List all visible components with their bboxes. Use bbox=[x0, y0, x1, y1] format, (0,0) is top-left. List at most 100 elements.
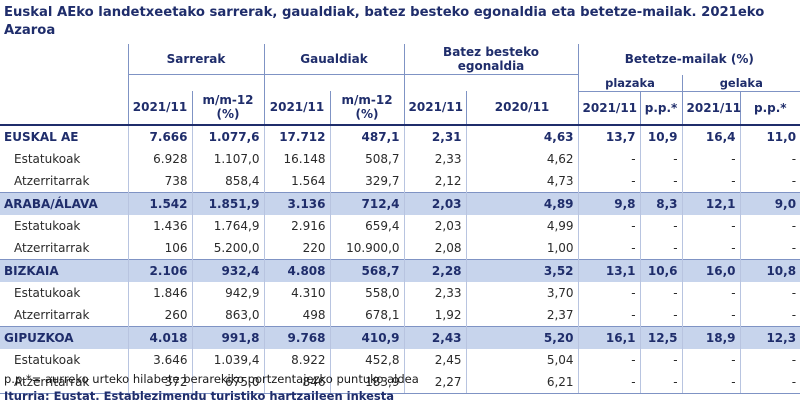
cell-ge-pp: - bbox=[739, 370, 800, 394]
cell-eg20: 6,21 bbox=[465, 370, 579, 394]
cell-pl-pp: - bbox=[639, 147, 683, 170]
cell-eg21: 2,43 bbox=[403, 325, 467, 349]
row-label: Estatukoak bbox=[14, 151, 81, 166]
cell-pl21: 16,1 bbox=[577, 325, 641, 349]
cell-eg20: 4,62 bbox=[465, 147, 579, 170]
table-row-origin: Estatukoak 6.928 1.107,0 16.148 508,7 2,33 4,6… bbox=[0, 147, 800, 170]
cell-gau: 16.148 bbox=[263, 147, 330, 170]
cell-pl21: - bbox=[577, 147, 641, 170]
cell-ge-pp: - bbox=[739, 236, 800, 259]
cell-gau: 9.768 bbox=[263, 325, 330, 349]
cell-pl21: - bbox=[577, 303, 641, 326]
col-gelaka-pp: p.p.* bbox=[739, 91, 800, 126]
cell-gau-pct: 410,9 bbox=[329, 325, 405, 349]
cell-ge21: - bbox=[681, 214, 741, 237]
cell-eg21: 2,33 bbox=[403, 147, 467, 170]
col-gaualdiak-mm12: m/m-12 (%) bbox=[329, 91, 405, 126]
cell-ge21: - bbox=[681, 281, 741, 304]
cell-sar: 106 bbox=[127, 236, 192, 259]
cell-ge21: - bbox=[681, 370, 741, 394]
row-label: GIPUZKOA bbox=[0, 325, 128, 349]
cell-gau-pct: 487,1 bbox=[329, 124, 405, 148]
cell-eg20: 2,37 bbox=[465, 303, 579, 326]
cell-sar-pct: 858,4 bbox=[191, 169, 264, 192]
cell-sar-pct: 991,8 bbox=[191, 325, 264, 349]
cell-eg21: 2,33 bbox=[403, 281, 467, 304]
row-label: EUSKAL AE bbox=[4, 129, 79, 144]
row-label: Estatukoak bbox=[14, 218, 81, 233]
source-note: Iturria: Eustat. Establezimendu turistik… bbox=[4, 389, 395, 403]
cell-gau-pct: 659,4 bbox=[329, 214, 405, 237]
cell-pl-pp: 10,9 bbox=[639, 124, 683, 148]
table-row-origin: Atzerritarrak 106 5.200,0 220 10.900,0 2,08 1,… bbox=[0, 236, 800, 259]
cell-gau: 846 bbox=[263, 370, 330, 394]
cell-sar: 738 bbox=[127, 169, 192, 192]
cell-pl21: - bbox=[577, 348, 641, 371]
cell-ge-pp: - bbox=[739, 147, 800, 170]
cell-pl21: - bbox=[577, 214, 641, 237]
cell-ge-pp: - bbox=[739, 281, 800, 304]
cell-ge-pp: - bbox=[739, 348, 800, 371]
corner-cell bbox=[0, 74, 128, 91]
cell-eg20: 5,04 bbox=[465, 348, 579, 371]
table-row-origin: Estatukoak 3.646 1.039,4 8.922 452,8 2,45 5,04… bbox=[0, 348, 800, 371]
cell-ge21: 18,9 bbox=[681, 325, 741, 349]
cell-sar: 372 bbox=[127, 370, 192, 394]
table-row-region: ARABA/ÁLAVA 1.542 1.851,9 3.136 712,4 2,03 4,8… bbox=[0, 191, 800, 215]
cell-pl21: 13,1 bbox=[577, 258, 641, 282]
cell-eg20: 3,70 bbox=[465, 281, 579, 304]
cell-eg21: 2,08 bbox=[403, 236, 467, 259]
cell-gau: 498 bbox=[263, 303, 330, 326]
cell-ge21: 16,0 bbox=[681, 258, 741, 282]
table-row-region: GIPUZKOA 4.018 991,8 9.768 410,9 2,43 5,20 16,1… bbox=[0, 325, 800, 349]
col-egonaldia-2020: 2020/11 bbox=[465, 91, 579, 126]
cell-sar: 4.018 bbox=[127, 325, 192, 349]
col-gaualdiak-2021: 2021/11 bbox=[263, 91, 330, 126]
table-row-origin: Atzerritarrak 260 863,0 498 678,1 1,92 2,37- - -… bbox=[0, 303, 800, 326]
header-egonaldia: Batez besteko egonaldia bbox=[403, 44, 579, 75]
cell-ge-pp: - bbox=[739, 169, 800, 192]
cell-sar: 1.846 bbox=[127, 281, 192, 304]
cell-eg21: 2,03 bbox=[403, 191, 467, 215]
cell-gau: 17.712 bbox=[263, 124, 330, 148]
row-label: BIZKAIA bbox=[0, 258, 128, 282]
row-label: Atzerritarrak bbox=[0, 370, 128, 394]
cell-pl21: 13,7 bbox=[577, 124, 641, 148]
row-label: Estatukoak bbox=[14, 285, 81, 300]
cell-pl21: - bbox=[577, 370, 641, 394]
header-gelaka: gelaka bbox=[681, 74, 800, 92]
cell-sar: 2.106 bbox=[127, 258, 192, 282]
cell-ge21: 16,4 bbox=[681, 124, 741, 148]
cell-ge-pp: 10,8 bbox=[739, 258, 800, 282]
cell-gau-pct: 329,7 bbox=[329, 169, 405, 192]
header-plazaka: plazaka bbox=[577, 74, 683, 92]
cell-gau-pct: 568,7 bbox=[329, 258, 405, 282]
cell-gau-pct: 10.900,0 bbox=[329, 236, 405, 259]
cell-eg20: 4,99 bbox=[465, 214, 579, 237]
cell-eg21: 2,45 bbox=[403, 348, 467, 371]
col-egonaldia-2021: 2021/11 bbox=[403, 91, 467, 126]
cell-sar-pct: 5.200,0 bbox=[191, 236, 264, 259]
table-row-origin: Atzerritarrak 738 858,4 1.564 329,7 2,12 4,73-… bbox=[0, 169, 800, 192]
corner-cell bbox=[0, 91, 128, 126]
col-gelaka-2021: 2021/11 bbox=[681, 91, 741, 126]
cell-sar-pct: 863,0 bbox=[191, 303, 264, 326]
col-plazaka-pp: p.p.* bbox=[639, 91, 683, 126]
col-sarrerak-2021: 2021/11 bbox=[127, 91, 192, 126]
cell-ge-pp: - bbox=[739, 214, 800, 237]
cell-gau: 3.136 bbox=[263, 191, 330, 215]
cell-pl-pp: 10,6 bbox=[639, 258, 683, 282]
cell-eg20: 4,63 bbox=[465, 124, 579, 148]
cell-gau-pct: 712,4 bbox=[329, 191, 405, 215]
cell-ge21: - bbox=[681, 303, 741, 326]
cell-gau: 4.808 bbox=[263, 258, 330, 282]
cell-pl21: 9,8 bbox=[577, 191, 641, 215]
cell-eg20: 3,52 bbox=[465, 258, 579, 282]
cell-sar-pct: 1.851,9 bbox=[191, 191, 264, 215]
table-row-region: EUSKAL AE 7.666 1.077,6 17.712 487,1 2,31 4,63… bbox=[0, 124, 800, 148]
cell-ge21: - bbox=[681, 169, 741, 192]
cell-ge21: - bbox=[681, 147, 741, 170]
cell-gau: 1.564 bbox=[263, 169, 330, 192]
cell-sar-pct: 1.107,0 bbox=[191, 147, 264, 170]
cell-eg21: 2,27 bbox=[403, 370, 467, 394]
